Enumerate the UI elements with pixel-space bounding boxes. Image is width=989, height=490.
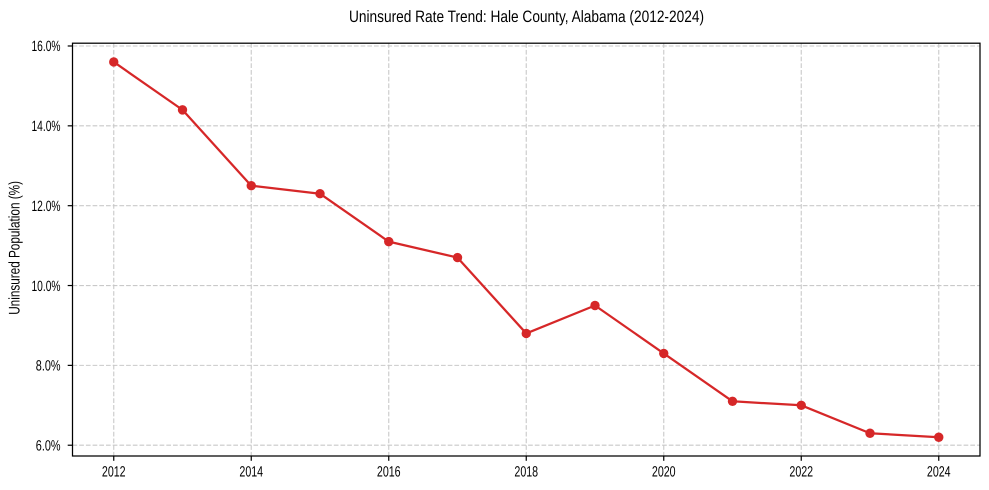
svg-text:12.0%: 12.0% [32,199,61,215]
svg-text:2022: 2022 [789,465,813,481]
svg-text:Uninsured Rate Trend: Hale Cou: Uninsured Rate Trend: Hale County, Alaba… [349,8,704,26]
svg-text:8.0%: 8.0% [36,359,61,375]
svg-text:2016: 2016 [377,465,401,481]
svg-text:2018: 2018 [514,465,538,481]
svg-text:2014: 2014 [239,465,263,481]
svg-text:2024: 2024 [927,465,951,481]
svg-text:2020: 2020 [652,465,676,481]
svg-text:14.0%: 14.0% [32,119,61,135]
svg-text:16.0%: 16.0% [32,39,61,55]
svg-text:6.0%: 6.0% [36,438,61,454]
svg-text:Uninsured Population (%): Uninsured Population (%) [7,181,24,315]
svg-text:2012: 2012 [102,465,126,481]
svg-text:10.0%: 10.0% [32,279,61,295]
